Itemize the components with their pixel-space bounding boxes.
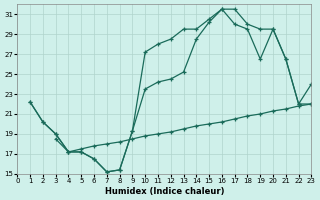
X-axis label: Humidex (Indice chaleur): Humidex (Indice chaleur): [105, 187, 224, 196]
